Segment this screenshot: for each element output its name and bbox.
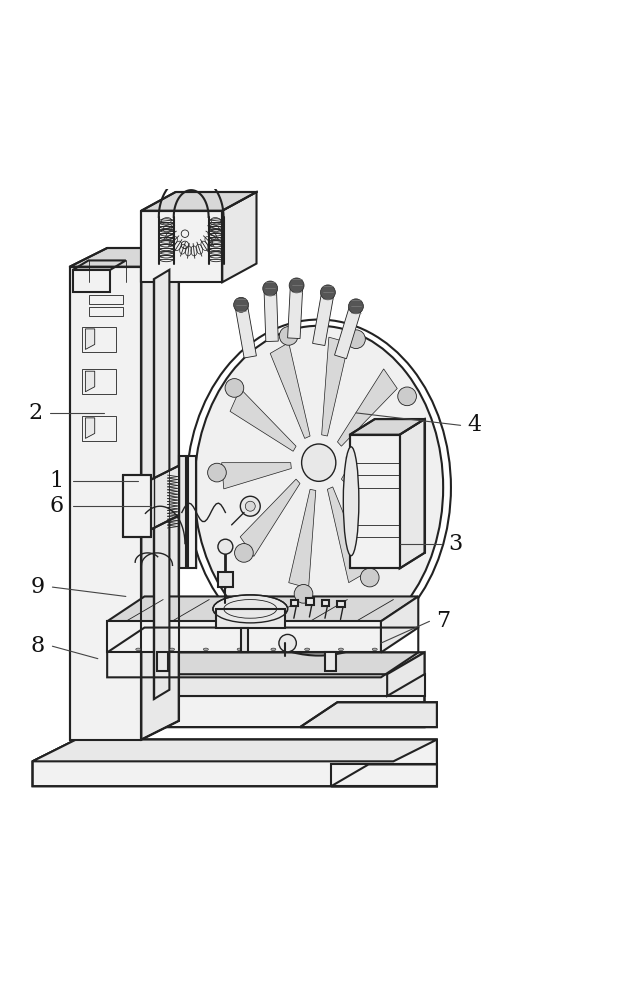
Polygon shape xyxy=(240,479,300,556)
Bar xyxy=(306,598,314,605)
Polygon shape xyxy=(82,652,424,674)
Bar xyxy=(89,295,122,304)
Polygon shape xyxy=(312,291,334,346)
Polygon shape xyxy=(32,740,437,786)
Polygon shape xyxy=(222,192,256,282)
Bar xyxy=(291,600,298,606)
Polygon shape xyxy=(235,304,256,358)
Ellipse shape xyxy=(203,648,208,651)
Bar xyxy=(218,572,233,587)
Polygon shape xyxy=(82,674,424,696)
Polygon shape xyxy=(82,674,424,696)
Text: 8: 8 xyxy=(31,635,44,657)
Ellipse shape xyxy=(343,447,359,556)
Ellipse shape xyxy=(194,326,443,649)
Polygon shape xyxy=(141,211,222,282)
Ellipse shape xyxy=(304,648,309,651)
Polygon shape xyxy=(288,285,303,339)
Polygon shape xyxy=(331,764,437,786)
Polygon shape xyxy=(86,371,95,392)
Circle shape xyxy=(245,501,255,511)
Text: 1: 1 xyxy=(49,470,63,492)
Ellipse shape xyxy=(302,444,336,481)
Ellipse shape xyxy=(271,648,276,651)
Circle shape xyxy=(279,327,298,345)
Circle shape xyxy=(208,463,226,482)
Polygon shape xyxy=(148,463,185,531)
Polygon shape xyxy=(86,329,95,349)
Polygon shape xyxy=(381,596,418,652)
Polygon shape xyxy=(350,419,424,435)
Polygon shape xyxy=(107,621,381,652)
Polygon shape xyxy=(328,487,367,583)
Polygon shape xyxy=(346,436,416,463)
Bar xyxy=(188,456,196,568)
Text: 3: 3 xyxy=(449,533,462,555)
Ellipse shape xyxy=(339,648,343,651)
Polygon shape xyxy=(70,248,179,267)
Polygon shape xyxy=(289,489,316,588)
Polygon shape xyxy=(399,419,424,568)
Bar xyxy=(325,652,336,671)
Circle shape xyxy=(398,387,416,406)
Text: 9: 9 xyxy=(31,576,44,598)
Polygon shape xyxy=(264,288,278,342)
Polygon shape xyxy=(154,270,169,699)
Ellipse shape xyxy=(136,648,141,651)
Circle shape xyxy=(321,285,336,300)
Bar xyxy=(89,307,122,316)
Text: 6: 6 xyxy=(49,495,63,517)
Circle shape xyxy=(279,634,296,652)
Text: 2: 2 xyxy=(29,402,42,424)
Ellipse shape xyxy=(372,648,378,651)
Polygon shape xyxy=(82,674,424,727)
Polygon shape xyxy=(141,248,179,740)
Circle shape xyxy=(225,379,244,397)
Polygon shape xyxy=(334,304,362,359)
Circle shape xyxy=(361,568,379,587)
Polygon shape xyxy=(122,475,151,537)
Circle shape xyxy=(218,539,233,554)
Text: 7: 7 xyxy=(436,610,450,632)
Polygon shape xyxy=(70,267,141,740)
Polygon shape xyxy=(141,192,256,211)
Bar xyxy=(157,652,168,671)
Circle shape xyxy=(234,544,253,562)
Polygon shape xyxy=(300,702,437,727)
Polygon shape xyxy=(32,740,437,761)
Bar xyxy=(241,628,248,652)
Bar xyxy=(338,601,345,607)
Circle shape xyxy=(289,278,304,293)
Circle shape xyxy=(241,496,260,516)
Bar xyxy=(179,456,186,568)
Polygon shape xyxy=(270,343,310,438)
Ellipse shape xyxy=(169,648,174,651)
Polygon shape xyxy=(338,369,398,446)
Bar xyxy=(331,764,437,786)
Circle shape xyxy=(294,585,313,603)
Polygon shape xyxy=(230,388,296,451)
Polygon shape xyxy=(350,435,399,568)
Ellipse shape xyxy=(213,595,288,623)
Ellipse shape xyxy=(237,648,242,651)
Polygon shape xyxy=(387,652,424,696)
Circle shape xyxy=(349,299,363,314)
Polygon shape xyxy=(322,337,349,436)
Polygon shape xyxy=(341,474,408,537)
Circle shape xyxy=(262,281,278,296)
Bar xyxy=(322,600,329,606)
Polygon shape xyxy=(82,652,424,674)
Polygon shape xyxy=(107,596,418,621)
Text: 4: 4 xyxy=(468,414,481,436)
Polygon shape xyxy=(222,463,291,489)
Polygon shape xyxy=(216,609,284,628)
Circle shape xyxy=(234,297,249,312)
Polygon shape xyxy=(86,418,95,438)
Circle shape xyxy=(347,330,366,349)
